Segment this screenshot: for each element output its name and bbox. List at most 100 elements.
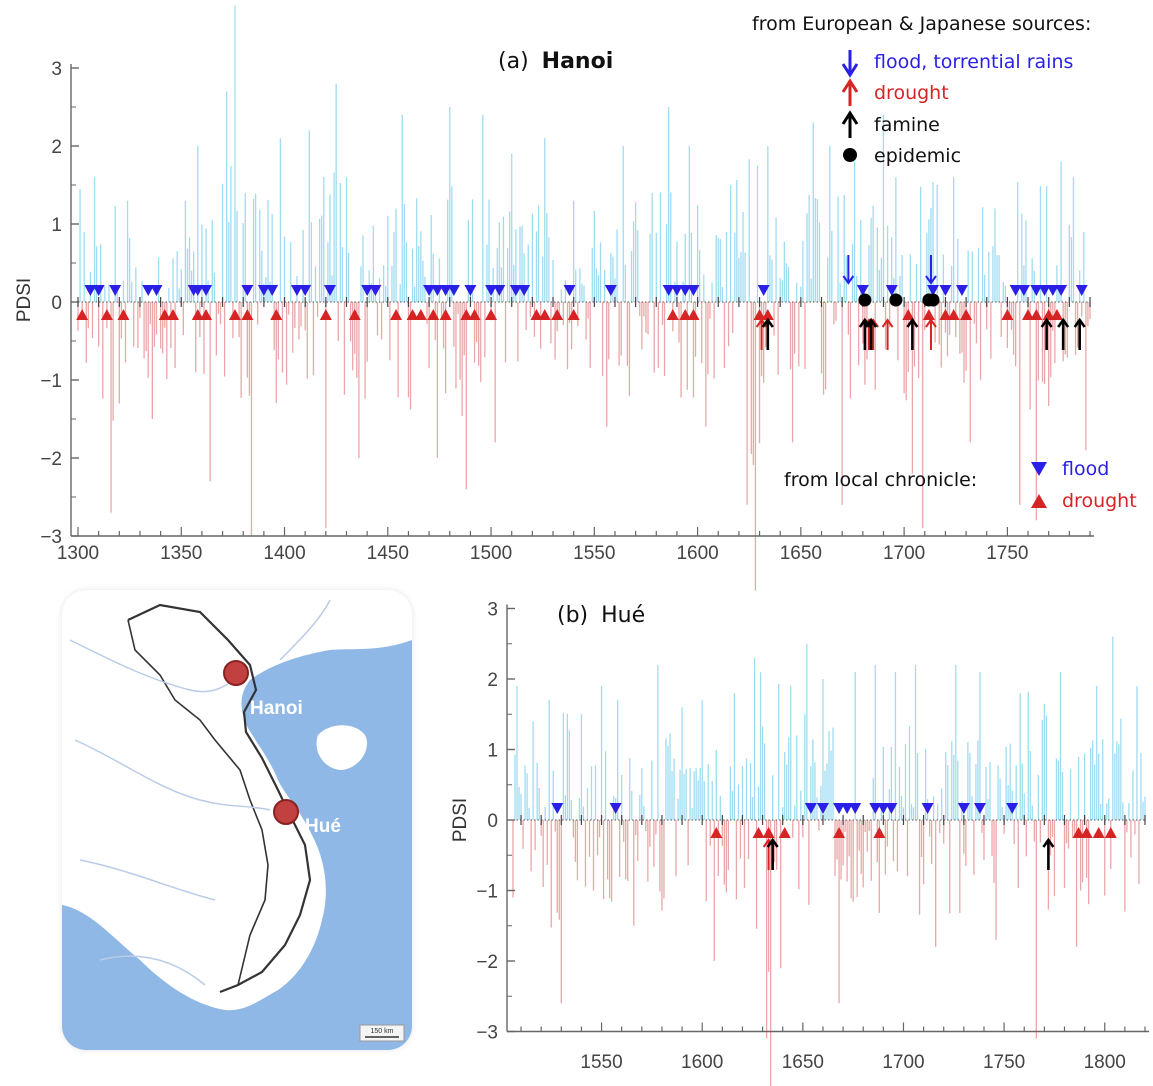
local-flood-marker (109, 285, 122, 296)
x-tick-label: 1300 (57, 543, 99, 564)
local-flood-marker (957, 803, 970, 814)
local-flood-marker (241, 285, 254, 296)
local-drought-marker (666, 309, 679, 320)
local-flood-marker (509, 285, 522, 296)
local-flood-marker (1017, 285, 1030, 296)
x-tick-label: 1400 (263, 543, 305, 564)
local-flood-marker (687, 285, 700, 296)
legend-local-drought-label: drought (1062, 490, 1137, 512)
x-tick-label: 1700 (883, 543, 925, 564)
map-label-hanoi: Hanoi (250, 698, 303, 719)
famine-arrow (906, 317, 919, 350)
hanoi-location-marker (223, 660, 249, 686)
famine-arrow (1057, 317, 1070, 350)
local-flood-marker (833, 803, 846, 814)
local-flood-marker (1038, 285, 1051, 296)
local-flood-marker (290, 285, 303, 296)
local-flood-marker (369, 285, 382, 296)
local-flood-marker (299, 285, 312, 296)
local-drought-marker (468, 309, 481, 320)
local-drought-marker (567, 309, 580, 320)
hue-location-marker (273, 799, 299, 825)
map-label-hue: Hué (305, 816, 341, 837)
local-drought-marker (679, 309, 692, 320)
local-flood-marker (955, 285, 968, 296)
local-flood-marker (921, 803, 934, 814)
local-drought-marker (439, 309, 452, 320)
local-flood-marker (1006, 803, 1019, 814)
map-country-border (127, 603, 312, 994)
hanoi-title: (a) Hanoi (498, 49, 613, 74)
epidemic-dot (858, 293, 872, 307)
local-drought-marker (348, 309, 361, 320)
hanoi-pdsi-bars (77, 5, 1091, 591)
y-tick-label: −1 (40, 371, 62, 392)
local-drought-marker (1072, 827, 1085, 838)
local-flood-marker (804, 803, 817, 814)
local-drought-marker (117, 309, 130, 320)
local-flood-marker (1055, 285, 1068, 296)
y-tick-label: −1 (476, 882, 498, 903)
local-drought-marker (427, 309, 440, 320)
local-flood-marker (257, 285, 270, 296)
x-tick-label: 1650 (782, 1052, 824, 1073)
famine-arrow (1042, 837, 1055, 870)
local-drought-marker (167, 309, 180, 320)
x-tick-label: 1550 (573, 543, 615, 564)
y-tick-label: 1 (487, 741, 498, 762)
local-flood-marker (939, 285, 952, 296)
local-flood-marker (885, 285, 898, 296)
y-tick-label: −2 (476, 952, 498, 973)
local-drought-marker (1030, 309, 1043, 320)
y-tick-label: 2 (51, 137, 62, 158)
local-flood-marker (604, 285, 617, 296)
famine-arrow (766, 837, 779, 870)
local-drought-marker (960, 309, 973, 320)
y-tick-label: −2 (40, 449, 62, 470)
hue-pdsi-bars (512, 636, 1146, 1086)
x-tick-label: 1750 (986, 543, 1028, 564)
y-tick-label: −3 (476, 1023, 498, 1044)
local-drought-marker (762, 827, 775, 838)
legend-flood-label: flood, torrential rains (874, 51, 1073, 73)
legend-local-flood-label: flood (1062, 458, 1109, 480)
legend-local-heading: from local chronicle: (784, 469, 977, 491)
local-drought-marker (414, 309, 427, 320)
local-drought-marker (1022, 309, 1035, 320)
local-flood-marker (84, 285, 97, 296)
local-flood-marker (493, 285, 506, 296)
y-tick-label: 0 (487, 811, 498, 832)
legend-famine-arrow-icon (841, 110, 859, 138)
local-flood-marker (757, 285, 770, 296)
x-tick-label: 1600 (676, 543, 718, 564)
map-scale-label: 150 km (371, 1028, 394, 1035)
legend-epidemic-label: epidemic (874, 145, 961, 167)
local-drought-marker (687, 309, 700, 320)
y-tick-label: 3 (51, 59, 62, 80)
local-drought-marker (241, 309, 254, 320)
local-flood-marker (439, 285, 452, 296)
local-flood-marker (927, 285, 940, 296)
local-drought-marker (76, 309, 89, 320)
local-flood-marker (92, 285, 105, 296)
local-flood-marker (856, 285, 869, 296)
local-drought-marker (922, 309, 935, 320)
local-flood-marker (361, 285, 374, 296)
x-tick-label: 1700 (882, 1052, 924, 1073)
map-island (316, 725, 368, 770)
local-drought-marker (530, 309, 543, 320)
local-drought-marker (485, 309, 498, 320)
local-flood-marker (431, 285, 444, 296)
legend-local-chronicle: from local chronicle: flood drought (784, 458, 1137, 512)
local-flood-marker (551, 803, 564, 814)
local-drought-marker (902, 309, 915, 320)
local-flood-marker (1030, 285, 1043, 296)
local-flood-marker (1009, 285, 1022, 296)
local-drought-marker (1080, 827, 1093, 838)
local-drought-marker (270, 309, 283, 320)
epidemic-dot (926, 293, 940, 307)
hue-axes: 3 2 1 0 −1 −2 −3 1550 1600 1650 1700 1750 1800 (476, 600, 1149, 1073)
local-drought-marker (873, 827, 886, 838)
map-scale-bar: 150 km (359, 1024, 405, 1042)
